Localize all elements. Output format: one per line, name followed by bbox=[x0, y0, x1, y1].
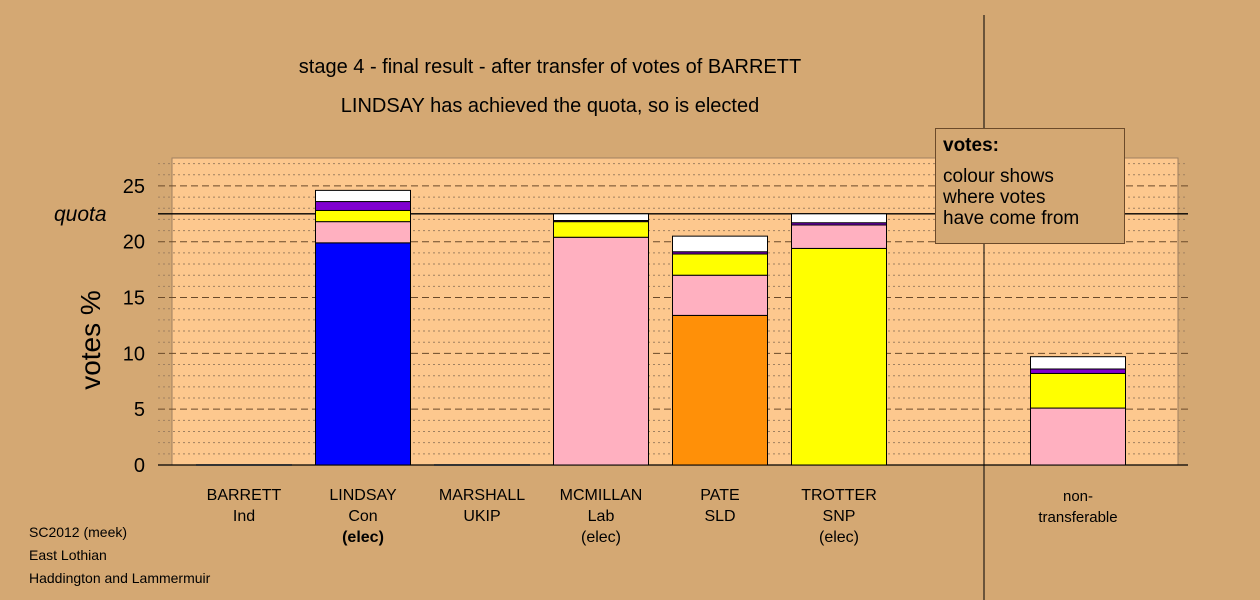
bar-segment-snp bbox=[1030, 372, 1126, 409]
legend-text-3: have come from bbox=[943, 208, 1080, 229]
candidate-party: Ind bbox=[232, 508, 256, 525]
chart-subtitle: LINDSAY has achieved the quota, so is el… bbox=[340, 95, 760, 117]
candidate-name: LINDSAY bbox=[329, 487, 397, 504]
bar-segment-snp bbox=[791, 247, 887, 466]
candidate-status: (elec) bbox=[818, 529, 859, 546]
bar-segment-lab bbox=[1030, 407, 1126, 466]
legend: votes: colour shows where votes have com… bbox=[935, 128, 1125, 244]
candidate-name: MARSHALL bbox=[438, 487, 526, 504]
candidate-party: UKIP bbox=[463, 508, 501, 525]
candidate-label: MCMILLAN Lab (elec) bbox=[526, 485, 676, 548]
bar-segment-ind bbox=[1030, 356, 1126, 370]
y-tick-label: 10 bbox=[123, 343, 145, 365]
y-tick-label: 15 bbox=[123, 288, 145, 310]
bar-segment-snp bbox=[672, 253, 768, 276]
candidate-label: PATE SLD bbox=[645, 485, 795, 527]
candidate-party: SNP bbox=[822, 508, 856, 525]
quota-label: quota bbox=[54, 203, 107, 226]
candidate-party: Lab bbox=[587, 508, 615, 525]
bar-segment-lab bbox=[553, 236, 649, 466]
bar-segment-ukip bbox=[1030, 368, 1126, 374]
candidate-label: non-transferable bbox=[1003, 486, 1153, 528]
candidate-party: transferable bbox=[1038, 509, 1118, 526]
y-axis-label: votes % bbox=[75, 290, 106, 390]
y-tick-label: 25 bbox=[123, 176, 145, 198]
footer-council: East Lothian bbox=[29, 547, 107, 563]
candidate-status: (elec) bbox=[342, 529, 384, 546]
candidate-name: BARRETT bbox=[206, 487, 282, 504]
legend-text-2: where votes bbox=[943, 187, 1046, 208]
y-tick-label: 0 bbox=[134, 455, 145, 477]
footer-ward: Haddington and Lammermuir bbox=[29, 570, 211, 586]
candidate-name: TROTTER bbox=[801, 487, 877, 504]
bar-segment-ind bbox=[791, 213, 887, 224]
y-tick-label: 20 bbox=[123, 232, 145, 254]
bar-segment-lab bbox=[791, 224, 887, 249]
bar-segment-ind bbox=[553, 213, 649, 222]
candidate-party: Con bbox=[348, 508, 378, 525]
bar-segment-ind bbox=[315, 189, 411, 203]
candidate-name: PATE bbox=[700, 487, 740, 504]
bar-segment-lab bbox=[315, 221, 411, 244]
bar-segment-snp bbox=[553, 221, 649, 238]
candidate-name: non- bbox=[1062, 488, 1094, 505]
candidate-name: MCMILLAN bbox=[559, 487, 643, 504]
y-tick-label: 5 bbox=[134, 399, 145, 421]
footer-method: SC2012 (meek) bbox=[29, 524, 128, 540]
bar-segment-con bbox=[315, 242, 411, 466]
candidate-party: SLD bbox=[704, 508, 736, 525]
bar-segment-ind bbox=[672, 235, 768, 253]
bar-segment-lab bbox=[672, 274, 768, 316]
candidate-label: LINDSAY Con (elec) bbox=[288, 485, 438, 548]
candidate-status: (elec) bbox=[580, 529, 621, 546]
candidate-label: BARRETT Ind bbox=[169, 485, 319, 527]
chart-title: stage 4 - final result - after transfer … bbox=[298, 56, 802, 78]
bar-segment-ukip bbox=[315, 201, 411, 211]
bar-segment-snp bbox=[315, 209, 411, 223]
candidate-label: TROTTER SNP (elec) bbox=[764, 485, 914, 548]
bar-segment-sld bbox=[672, 314, 768, 466]
legend-text-1: colour shows bbox=[943, 166, 1054, 187]
candidate-label: MARSHALL UKIP bbox=[407, 485, 557, 527]
legend-title: votes: bbox=[943, 135, 999, 156]
